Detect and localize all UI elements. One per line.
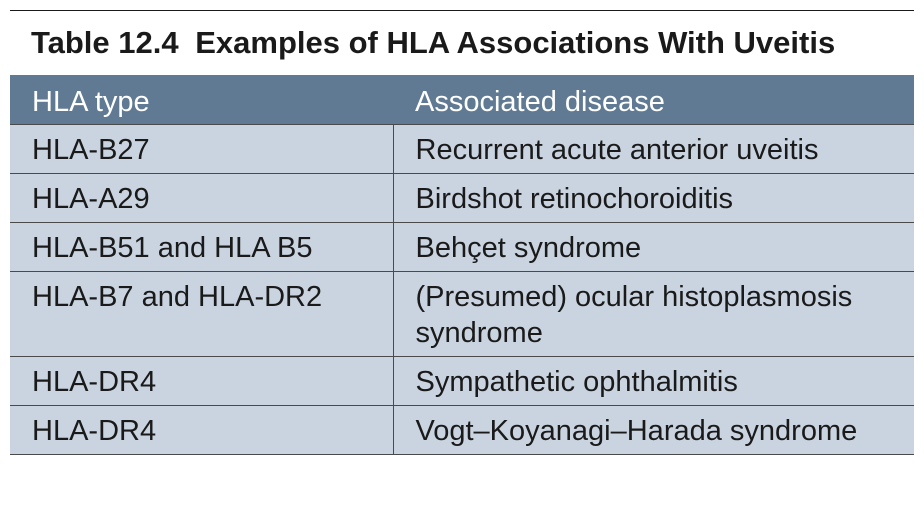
disease-cell: (Presumed) ocular histoplasmosis syndrom… xyxy=(393,270,914,356)
disease-cell: Behçet syndrome xyxy=(393,221,914,271)
table-row: HLA-B27 Recurrent acute anterior uveitis xyxy=(10,123,914,173)
header-hla-type: HLA type xyxy=(10,75,393,124)
hla-type-cell: HLA-B51 and HLA B5 xyxy=(10,221,394,271)
table-row: HLA-B7 and HLA-DR2 (Presumed) ocular his… xyxy=(10,270,914,356)
hla-type-cell: HLA-DR4 xyxy=(10,355,394,405)
table-row: HLA-DR4 Vogt–Koyanagi–Harada syndrome xyxy=(10,404,914,455)
table-row: HLA-A29 Birdshot retinochoroiditis xyxy=(10,172,914,222)
hla-associations-table: HLA type Associated disease HLA-B27 Recu… xyxy=(10,75,914,455)
table-caption: Table 12.4 Examples of HLA Associations … xyxy=(31,25,835,61)
disease-cell: Sympathetic ophthalmitis xyxy=(393,355,914,405)
hla-type-cell: HLA-DR4 xyxy=(10,404,394,455)
hla-type-cell: HLA-B7 and HLA-DR2 xyxy=(10,270,394,356)
table-row: HLA-DR4 Sympathetic ophthalmitis xyxy=(10,355,914,405)
table-title: Examples of HLA Associations With Uveiti… xyxy=(195,25,836,60)
hla-type-cell: HLA-A29 xyxy=(10,172,394,222)
hla-type-cell: HLA-B27 xyxy=(10,123,394,173)
disease-cell: Recurrent acute anterior uveitis xyxy=(393,123,914,173)
table-number: Table 12.4 xyxy=(31,25,179,60)
table-row: HLA-B51 and HLA B5 Behçet syndrome xyxy=(10,221,914,271)
header-associated-disease: Associated disease xyxy=(393,75,914,124)
top-rule xyxy=(10,10,914,11)
table-header-row: HLA type Associated disease xyxy=(10,75,914,124)
disease-cell: Birdshot retinochoroiditis xyxy=(393,172,914,222)
disease-cell: Vogt–Koyanagi–Harada syndrome xyxy=(393,404,914,455)
